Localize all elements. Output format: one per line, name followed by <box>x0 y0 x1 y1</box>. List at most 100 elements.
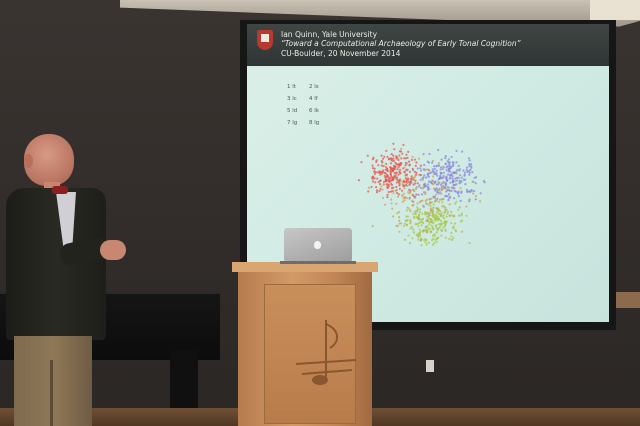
scatter-point <box>418 228 421 231</box>
scatter-point <box>435 231 438 234</box>
scatter-point <box>422 176 425 179</box>
scatter-point <box>459 220 463 223</box>
scatter-point <box>427 227 430 230</box>
scatter-point <box>449 176 452 179</box>
scatter-point <box>392 142 395 145</box>
scatter-point <box>373 170 376 173</box>
scatter-point <box>384 203 387 206</box>
scatter-point <box>407 160 411 163</box>
scatter-point <box>377 171 380 174</box>
scatter-point <box>441 188 444 191</box>
scatter-point <box>440 228 443 232</box>
scatter-point <box>456 168 459 172</box>
scatter-point <box>419 186 422 189</box>
scatter-point <box>367 186 370 189</box>
scatter-point <box>442 185 445 188</box>
scatter-point <box>407 177 410 180</box>
scatter-point <box>396 212 399 215</box>
scatter-point <box>391 207 394 210</box>
scatter-point <box>357 179 360 182</box>
scatter-point <box>408 242 412 245</box>
scatter-point <box>460 176 463 179</box>
scatter-point <box>450 186 454 189</box>
scatter-point <box>444 229 447 233</box>
scatter-point <box>432 206 435 209</box>
scatter-point <box>449 170 452 173</box>
scatter-point <box>413 210 416 213</box>
scatter-point <box>451 175 454 178</box>
scatter-point <box>419 164 422 167</box>
scatter-point <box>419 174 423 177</box>
scatter-point <box>434 172 437 175</box>
scatter-point <box>444 184 447 187</box>
scatter-point <box>409 227 412 230</box>
scatter-point <box>428 223 431 226</box>
scatter-point <box>411 237 414 240</box>
scatter-point <box>440 214 443 217</box>
scatter-point <box>447 173 450 176</box>
scatter-point <box>381 169 385 172</box>
scatter-point <box>440 171 443 175</box>
scatter-point <box>431 234 435 237</box>
scatter-point <box>400 147 403 150</box>
scatter-point <box>426 186 429 189</box>
scatter-point <box>422 153 425 156</box>
scatter-point <box>442 217 446 220</box>
scatter-point <box>405 153 408 156</box>
scatter-point <box>409 209 412 213</box>
scatter-point <box>439 210 442 213</box>
scatter-point <box>427 203 430 206</box>
scatter-point <box>439 219 442 223</box>
scatter-point <box>413 170 416 173</box>
scatter-point <box>398 154 401 157</box>
scatter-point <box>420 200 423 203</box>
scatter-point <box>432 187 435 190</box>
scatter-cloud <box>357 142 486 247</box>
scatter-point <box>447 158 450 161</box>
scatter-point <box>404 164 407 167</box>
scatter-point <box>465 214 468 217</box>
scatter-point <box>461 150 464 153</box>
scatter-point <box>426 183 429 186</box>
scatter-point <box>398 187 401 190</box>
scatter-point <box>473 190 476 193</box>
scatter-point <box>424 241 427 244</box>
scatter-point <box>455 190 458 193</box>
scatter-point <box>421 217 424 220</box>
laptop-base <box>280 261 356 264</box>
scatter-point <box>397 173 400 176</box>
scatter-point <box>432 228 435 231</box>
scatter-point <box>413 176 416 179</box>
scatter-point <box>465 205 468 208</box>
scatter-point <box>390 190 393 193</box>
scatter-point <box>453 187 456 190</box>
scatter-point <box>389 166 392 169</box>
scatter-point <box>445 169 448 172</box>
scatter-point <box>395 171 398 174</box>
scatter-point <box>426 219 429 223</box>
scatter-point <box>394 174 397 177</box>
scatter-point <box>387 157 391 161</box>
scatter-point <box>433 167 436 170</box>
scatter-point <box>384 172 387 175</box>
speaker-jacket <box>6 188 106 340</box>
scatter-point <box>387 178 390 181</box>
university-shield-icon <box>257 30 273 50</box>
scatter-point <box>423 174 426 177</box>
scatter-point <box>375 186 378 189</box>
scatter-point <box>378 190 381 193</box>
scatter-point <box>382 180 386 183</box>
scatter-point <box>386 168 389 171</box>
scatter-point <box>442 180 445 183</box>
scatter-point <box>394 177 397 180</box>
scatter-point <box>380 154 383 157</box>
scatter-point <box>431 210 434 213</box>
scatter-point <box>469 168 472 171</box>
scatter-point <box>410 178 413 181</box>
scatter-point <box>435 183 438 186</box>
scatter-point <box>449 174 453 177</box>
slide-title: “Toward a Computational Archaeology of E… <box>281 39 521 48</box>
scatter-point <box>386 196 389 199</box>
scatter-point <box>360 161 363 164</box>
